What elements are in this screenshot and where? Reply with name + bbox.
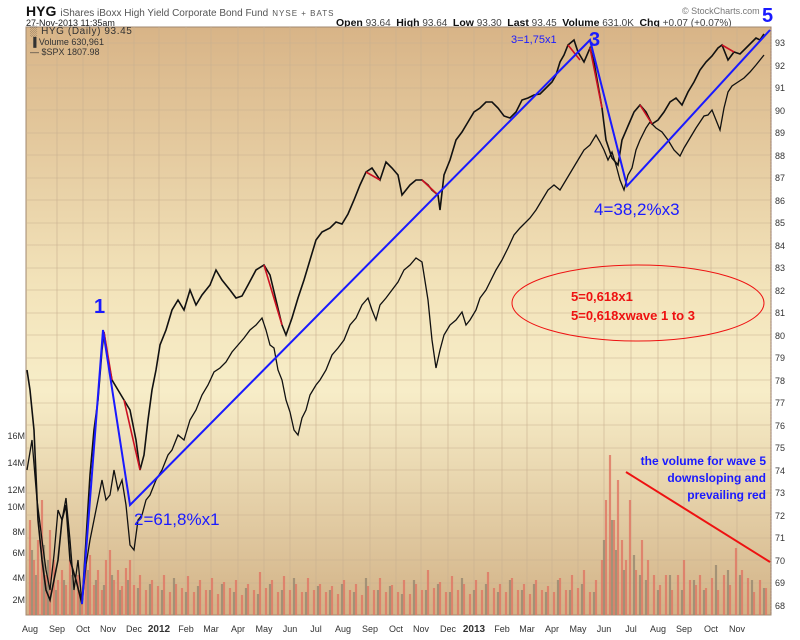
svg-text:Feb: Feb [178, 624, 194, 634]
svg-text:68: 68 [775, 601, 785, 611]
svg-text:72: 72 [775, 511, 785, 521]
target-ellipse [511, 264, 765, 342]
exchange: NYSE + BATS [272, 9, 335, 18]
svg-text:Dec: Dec [126, 624, 143, 634]
svg-text:14M: 14M [7, 458, 25, 468]
svg-text:Jul: Jul [310, 624, 322, 634]
fund-name: iShares iBoxx High Yield Corporate Bond … [60, 8, 269, 19]
svg-text:91: 91 [775, 83, 785, 93]
svg-text:May: May [569, 624, 587, 634]
timestamp: 27-Nov-2013 11:35am [26, 18, 115, 28]
svg-text:89: 89 [775, 128, 785, 138]
svg-text:71: 71 [775, 533, 785, 543]
wave2-label: 2=61,8%x1 [134, 510, 220, 529]
volume-note-2: downsloping and [667, 471, 766, 485]
svg-text:Jun: Jun [283, 624, 298, 634]
svg-text:Aug: Aug [335, 624, 351, 634]
wave4-label: 4=38,2%x3 [594, 200, 680, 219]
volume-note-1: the volume for wave 5 [641, 454, 767, 468]
svg-text:6M: 6M [12, 548, 25, 558]
hyg-price-line [26, 33, 765, 605]
svg-text:Nov: Nov [413, 624, 430, 634]
elliott-wave-line [81, 29, 771, 605]
svg-text:Apr: Apr [545, 624, 559, 634]
svg-text:80: 80 [775, 331, 785, 341]
svg-text:Sep: Sep [362, 624, 378, 634]
svg-text:79: 79 [775, 353, 785, 363]
svg-text:Aug: Aug [22, 624, 38, 634]
svg-text:Jul: Jul [625, 624, 637, 634]
svg-text:70: 70 [775, 556, 785, 566]
svg-text:8M: 8M [12, 527, 25, 537]
wave3-ratio: 3=1,75x1 [511, 34, 557, 46]
svg-text:Feb: Feb [494, 624, 510, 634]
svg-text:73: 73 [775, 488, 785, 498]
chart-title: HYG iShares iBoxx High Yield Corporate Bo… [26, 3, 334, 19]
svg-text:Aug: Aug [650, 624, 666, 634]
target-line-2: 5=0,618xwave 1 to 3 [571, 308, 695, 323]
svg-text:74: 74 [775, 466, 785, 476]
wave5-label: 5 [762, 5, 773, 27]
svg-text:69: 69 [775, 578, 785, 588]
svg-text:85: 85 [775, 218, 785, 228]
svg-text:Sep: Sep [49, 624, 65, 634]
wave3-label: 3 [589, 29, 600, 51]
time-axis-labels: Aug Sep Oct Nov Dec 2012 Feb Mar Apr May Jun Jul… [22, 624, 746, 635]
svg-text:16M: 16M [7, 431, 25, 441]
svg-text:10M: 10M [7, 502, 25, 512]
svg-text:93: 93 [775, 38, 785, 48]
svg-text:83: 83 [775, 263, 785, 273]
svg-text:Jun: Jun [597, 624, 612, 634]
svg-text:88: 88 [775, 151, 785, 161]
svg-text:May: May [255, 624, 273, 634]
svg-text:12M: 12M [7, 485, 25, 495]
svg-text:2012: 2012 [148, 624, 171, 635]
svg-text:Oct: Oct [389, 624, 404, 634]
legend-volume: ▐ Volume 630,961 [30, 37, 104, 47]
svg-text:2M: 2M [12, 595, 25, 605]
plot-background [25, 26, 772, 616]
quote-stats: Open 93.64 High 93.64 Low 93.30 Last 93.… [336, 17, 732, 29]
copyright: © StockCharts.com [682, 6, 760, 16]
chart-legend: ░ HYG (Daily) 93.45 ▐ Volume 630,961 — $… [30, 26, 133, 58]
volume-bars [28, 455, 768, 615]
volume-note-3: prevailing red [687, 488, 766, 502]
svg-text:90: 90 [775, 106, 785, 116]
svg-text:2013: 2013 [463, 624, 486, 635]
svg-text:Mar: Mar [203, 624, 219, 634]
svg-text:77: 77 [775, 398, 785, 408]
svg-text:76: 76 [775, 421, 785, 431]
svg-text:Dec: Dec [440, 624, 457, 634]
svg-text:Nov: Nov [729, 624, 746, 634]
svg-text:Mar: Mar [519, 624, 535, 634]
svg-text:Nov: Nov [100, 624, 117, 634]
svg-text:Oct: Oct [76, 624, 91, 634]
svg-text:84: 84 [775, 241, 785, 251]
svg-text:92: 92 [775, 61, 785, 71]
svg-text:Apr: Apr [231, 624, 245, 634]
svg-text:4M: 4M [12, 573, 25, 583]
svg-text:81: 81 [775, 308, 785, 318]
volume-axis-labels: 16M 14M 12M 10M 8M 6M 4M 2M [7, 431, 25, 605]
wave1-label: 1 [94, 296, 105, 318]
price-axis-labels: 93 92 91 90 89 88 87 86 85 84 83 82 81 80 79 78 77 76… [775, 38, 785, 611]
svg-text:82: 82 [775, 286, 785, 296]
svg-text:78: 78 [775, 376, 785, 386]
svg-text:87: 87 [775, 173, 785, 183]
legend-spx: — $SPX 1807.98 [30, 47, 100, 57]
svg-text:Sep: Sep [676, 624, 692, 634]
volume-trend-line [625, 471, 771, 563]
svg-text:75: 75 [775, 443, 785, 453]
spx-line [26, 54, 765, 605]
legend-price: ░ HYG (Daily) 93.45 [30, 26, 133, 37]
svg-text:Oct: Oct [704, 624, 719, 634]
symbol: HYG [26, 3, 57, 19]
svg-text:86: 86 [775, 196, 785, 206]
target-line-1: 5=0,618x1 [571, 289, 633, 304]
